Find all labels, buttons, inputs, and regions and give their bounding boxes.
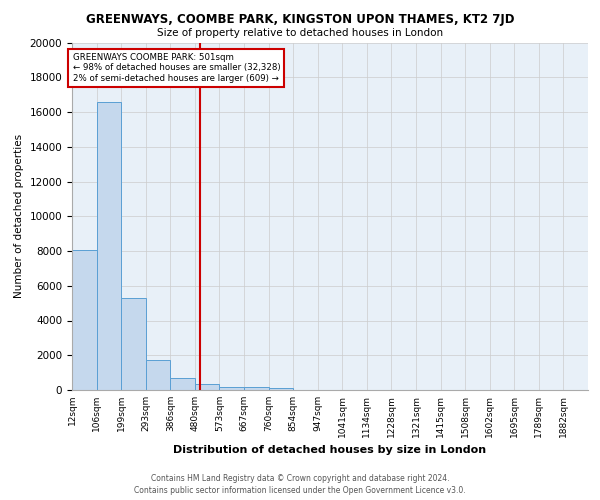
Bar <box>244 388 269 390</box>
Text: Contains HM Land Registry data © Crown copyright and database right 2024.
Contai: Contains HM Land Registry data © Crown c… <box>134 474 466 495</box>
Text: GREENWAYS COOMBE PARK: 501sqm
← 98% of detached houses are smaller (32,328)
2% o: GREENWAYS COOMBE PARK: 501sqm ← 98% of d… <box>73 53 280 82</box>
X-axis label: Distribution of detached houses by size in London: Distribution of detached houses by size … <box>173 446 487 456</box>
Bar <box>121 298 146 390</box>
Bar <box>72 250 97 390</box>
Text: Size of property relative to detached houses in London: Size of property relative to detached ho… <box>157 28 443 38</box>
Y-axis label: Number of detached properties: Number of detached properties <box>14 134 24 298</box>
Bar <box>97 102 121 390</box>
Text: GREENWAYS, COOMBE PARK, KINGSTON UPON THAMES, KT2 7JD: GREENWAYS, COOMBE PARK, KINGSTON UPON TH… <box>86 12 514 26</box>
Bar <box>269 388 293 390</box>
Bar <box>220 386 244 390</box>
Bar <box>195 384 220 390</box>
Bar <box>146 360 170 390</box>
Bar <box>170 378 195 390</box>
